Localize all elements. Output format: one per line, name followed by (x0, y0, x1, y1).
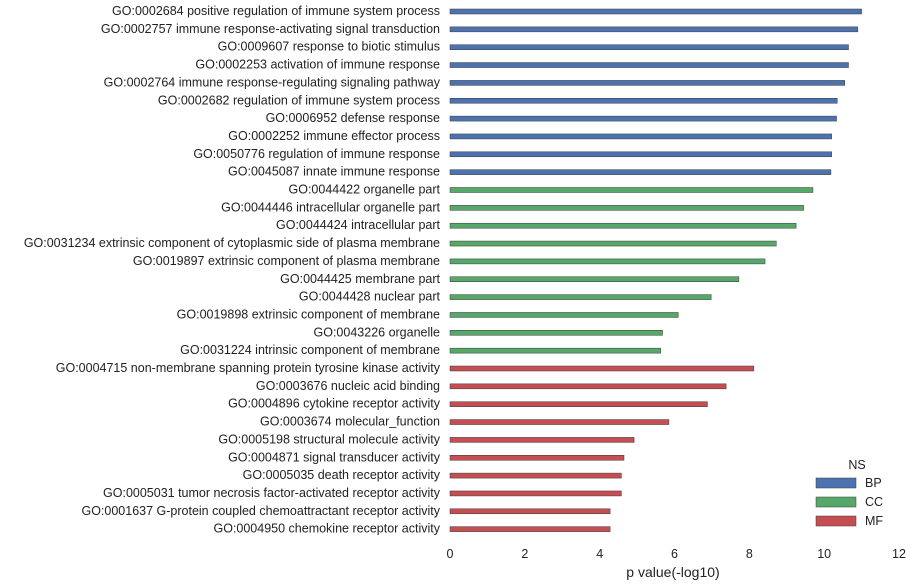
bar (449, 258, 766, 265)
bars-layer (449, 8, 862, 532)
bar (449, 26, 859, 33)
x-tick-label: 2 (521, 547, 528, 561)
category-label: GO:0044425 membrane part (280, 272, 440, 286)
x-tick-label: 12 (892, 547, 906, 561)
bar (449, 205, 804, 211)
bar (449, 222, 797, 229)
legend-title: NS (848, 458, 865, 472)
category-label: GO:0019897 extrinsic component of plasma… (133, 254, 440, 268)
category-label: GO:0044422 organelle part (289, 183, 441, 197)
category-label: GO:0031234 extrinsic component of cytopl… (24, 236, 440, 250)
bar (449, 526, 611, 532)
bar (449, 455, 625, 461)
bar (449, 8, 862, 15)
category-label: GO:0002682 regulation of immune system p… (158, 93, 440, 107)
category-label: GO:0005035 death receptor activity (243, 468, 441, 482)
x-tick-label: 0 (447, 547, 454, 561)
category-label: GO:0031224 intrinsic component of membra… (180, 343, 440, 357)
category-label: GO:0004950 chemokine receptor activity (213, 522, 440, 536)
bar (449, 187, 814, 193)
category-label: GO:0005198 structural molecule activity (218, 432, 440, 446)
bar (449, 490, 622, 497)
category-label: GO:0004896 cytokine receptor activity (228, 397, 441, 411)
bar (449, 383, 727, 390)
bar (449, 508, 611, 515)
category-label: GO:0003676 nucleic acid binding (256, 379, 440, 393)
legend-label-mf: MF (865, 514, 883, 528)
category-label: GO:0045087 innate immune response (228, 165, 440, 179)
category-label: GO:0006952 defense response (266, 111, 440, 125)
category-label: GO:0044446 intracellular organelle part (221, 200, 440, 214)
category-label: GO:0050776 regulation of immune response (193, 147, 440, 161)
category-label: GO:0004871 signal transducer activity (228, 450, 441, 464)
bar (449, 312, 679, 318)
bar (449, 169, 832, 175)
category-label: GO:0002253 activation of immune response (195, 58, 440, 72)
bar (449, 62, 849, 68)
legend-label-bp: BP (865, 476, 882, 490)
legend-swatch-mf (815, 515, 857, 527)
bar (449, 472, 622, 479)
bar (449, 151, 832, 158)
bar (449, 347, 661, 354)
category-label: GO:0002684 positive regulation of immune… (112, 4, 440, 18)
category-label: GO:0044424 intracellular part (276, 218, 441, 232)
category-label: GO:0044428 nuclear part (299, 290, 441, 304)
bar (449, 276, 740, 282)
category-label: GO:0009607 response to biotic stimulus (218, 40, 440, 54)
bar (449, 401, 708, 407)
x-tick-labels-layer: 0 2 4 6 8 10 12 (447, 547, 906, 561)
category-label: GO:0043226 organelle (314, 325, 441, 339)
legend: NS BP CC MF (815, 458, 883, 528)
x-tick-label: 10 (817, 547, 831, 561)
bar (449, 133, 832, 140)
bar (449, 419, 670, 425)
bar (449, 240, 777, 247)
category-label: GO:0002252 immune effector process (228, 129, 440, 143)
x-axis-title: p value(-log10) (626, 564, 719, 580)
category-label: GO:0005031 tumor necrosis factor-activat… (103, 486, 441, 500)
bar (449, 115, 837, 122)
bar (449, 80, 845, 86)
bar (449, 365, 755, 372)
category-label: GO:0001637 G-protein coupled chemoattrac… (81, 504, 440, 518)
bar (449, 98, 838, 104)
x-tick-label: 6 (671, 547, 678, 561)
x-tick-label: 8 (746, 547, 753, 561)
legend-label-cc: CC (865, 495, 883, 509)
category-label: GO:0019898 extrinsic component of membra… (177, 307, 440, 321)
bar (449, 437, 635, 443)
legend-swatch-cc (815, 496, 857, 508)
category-label: GO:0002757 immune response-activating si… (101, 22, 440, 36)
bar (449, 44, 849, 50)
category-label: GO:0003674 molecular_function (260, 415, 440, 429)
legend-swatch-bp (815, 477, 857, 489)
bar (449, 330, 663, 336)
category-label: GO:0002764 immune response-regulating si… (104, 75, 441, 89)
category-labels-layer: GO:0002684 positive regulation of immune… (24, 4, 441, 536)
x-tick-label: 4 (596, 547, 603, 561)
bar (449, 294, 712, 300)
category-label: GO:0004715 non-membrane spanning protein… (56, 361, 441, 375)
